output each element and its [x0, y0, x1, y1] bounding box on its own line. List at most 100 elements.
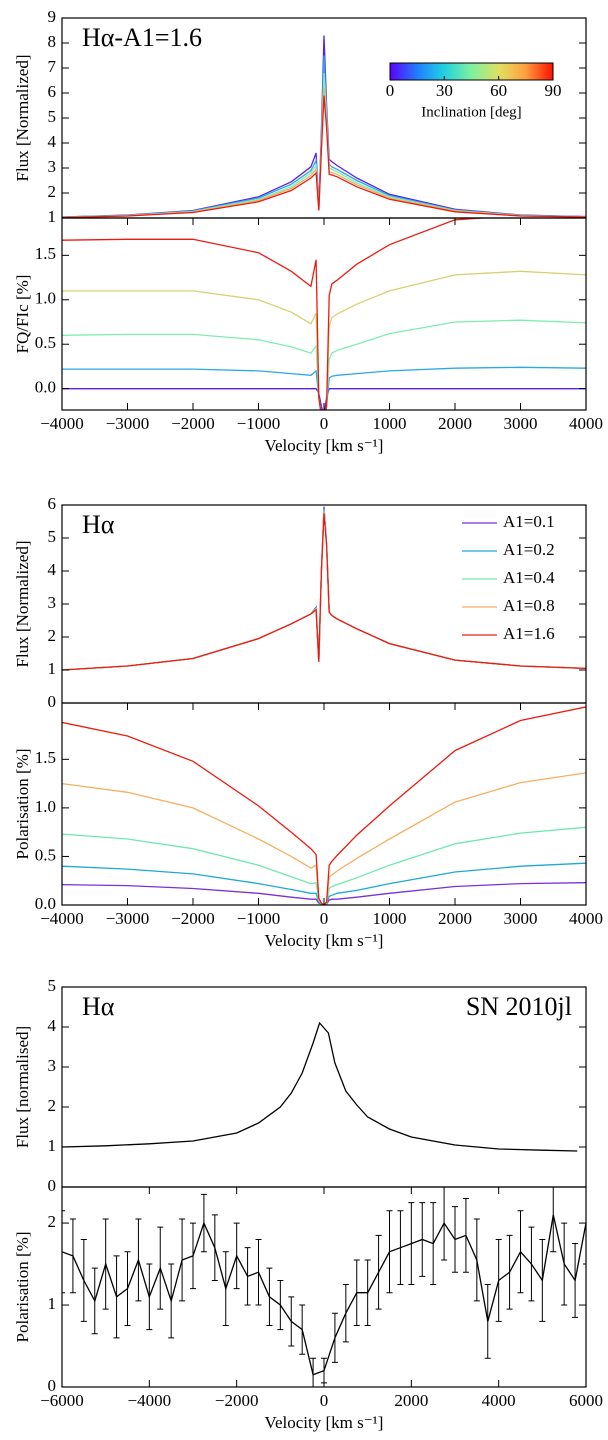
error-bar	[397, 1210, 404, 1286]
x-axis-label: Velocity [km s⁻¹]	[265, 1413, 384, 1432]
y-tick-label: 6	[48, 82, 57, 101]
series-line	[62, 95, 586, 218]
error-bar	[364, 1259, 371, 1327]
x-tick-label: 1000	[373, 414, 407, 433]
series-line	[62, 218, 491, 410]
y-axis-label: Flux [normalised]	[13, 1026, 32, 1148]
error-bar	[277, 1279, 284, 1331]
plot-area	[62, 218, 586, 410]
error-bar	[408, 1202, 415, 1286]
x-tick-label: 6000	[569, 1391, 603, 1410]
series-line	[62, 826, 586, 905]
x-tick-label: 1000	[373, 909, 407, 928]
series-line	[62, 511, 586, 671]
error-bar	[255, 1238, 262, 1306]
error-bar	[244, 1247, 251, 1306]
series-line	[62, 882, 586, 905]
y-tick-label: 0	[48, 1176, 57, 1195]
legend-label: A1=0.1	[503, 512, 555, 531]
y-axis-label: Polarisation [%]	[13, 749, 32, 860]
error-bar	[572, 1243, 579, 1318]
error-bar	[157, 1226, 164, 1310]
y-tick-label: 2	[48, 626, 57, 645]
error-bar	[462, 1197, 469, 1273]
series-line	[62, 87, 586, 218]
legend-label: A1=0.2	[503, 540, 555, 559]
error-bar	[561, 1222, 568, 1306]
x-tick-label: −3000	[106, 909, 150, 928]
y-tick-label: 1.0	[35, 289, 56, 308]
x-tick-label: −2000	[171, 909, 215, 928]
series-line	[62, 388, 586, 410]
x-tick-label: −2000	[171, 414, 215, 433]
error-bar	[168, 1263, 175, 1339]
error-bar	[288, 1296, 295, 1347]
series-line	[62, 509, 586, 671]
x-tick-label: −4000	[128, 1391, 172, 1410]
x-tick-label: 2000	[394, 1391, 428, 1410]
error-bar	[200, 1193, 207, 1253]
series-line	[62, 508, 586, 671]
x-tick-label: 2000	[438, 909, 472, 928]
error-bar	[331, 1312, 338, 1363]
annotation: Hα-A1=1.6	[82, 23, 202, 52]
y-tick-label: 1.5	[35, 244, 56, 263]
y-tick-label: 0.0	[35, 894, 56, 913]
error-bar	[62, 1210, 65, 1294]
legend-label: A1=1.6	[503, 624, 555, 643]
y-tick-label: 1	[48, 1136, 57, 1155]
y-tick-label: 5	[48, 976, 57, 995]
series-line	[62, 513, 586, 671]
x-tick-label: −4000	[40, 414, 84, 433]
y-tick-label: 8	[48, 32, 57, 51]
y-tick-label: 0.5	[35, 845, 56, 864]
x-tick-label: 0	[320, 909, 329, 928]
error-bar	[179, 1218, 186, 1302]
y-tick-label: 0.5	[35, 333, 56, 352]
y-axis-label: Flux [Normalized]	[13, 541, 32, 668]
error-bar	[146, 1263, 153, 1331]
annotation: Hα	[82, 992, 115, 1021]
y-tick-label: 3	[48, 1056, 57, 1075]
error-bar	[517, 1210, 524, 1294]
error-bar	[528, 1226, 535, 1302]
y-tick-label: 9	[48, 7, 57, 26]
x-tick-label: 3000	[504, 414, 538, 433]
series-line	[62, 270, 586, 410]
error-bar	[321, 1357, 327, 1384]
error-bar	[452, 1206, 458, 1273]
y-tick-label: 1.0	[35, 797, 56, 816]
error-bar	[222, 1251, 229, 1327]
y-axis-label: Flux [Normalized]	[13, 55, 32, 182]
colorbar-tick-label: 30	[436, 81, 453, 100]
series-line	[62, 55, 586, 218]
error-bar	[102, 1218, 109, 1310]
annotation: Hα	[82, 510, 115, 539]
error-bar	[211, 1214, 218, 1281]
y-tick-label: 1	[48, 1294, 57, 1313]
error-bar	[495, 1238, 502, 1322]
y-tick-label: 2	[48, 182, 57, 201]
x-tick-label: −3000	[106, 414, 150, 433]
plot-area	[62, 706, 586, 905]
error-bar	[135, 1218, 142, 1302]
colorbar-tick-label: 60	[490, 81, 507, 100]
series-line	[62, 506, 586, 671]
error-bar	[441, 1187, 448, 1261]
x-tick-label: 0	[320, 414, 329, 433]
y-tick-label: 1	[48, 659, 57, 678]
y-tick-label: 1.5	[35, 748, 56, 767]
error-bar	[386, 1210, 393, 1294]
plot-area	[62, 1187, 586, 1387]
error-bar	[299, 1304, 306, 1355]
series-line	[62, 862, 586, 905]
error-bar	[419, 1202, 426, 1277]
x-tick-label: 4000	[569, 414, 603, 433]
colorbar-tick-label: 90	[545, 81, 562, 100]
error-bar	[80, 1238, 87, 1322]
axes-frame	[61, 702, 587, 906]
series-line	[62, 35, 586, 218]
error-bar	[233, 1222, 240, 1290]
error-bar	[583, 1187, 586, 1265]
series-line	[62, 72, 586, 218]
